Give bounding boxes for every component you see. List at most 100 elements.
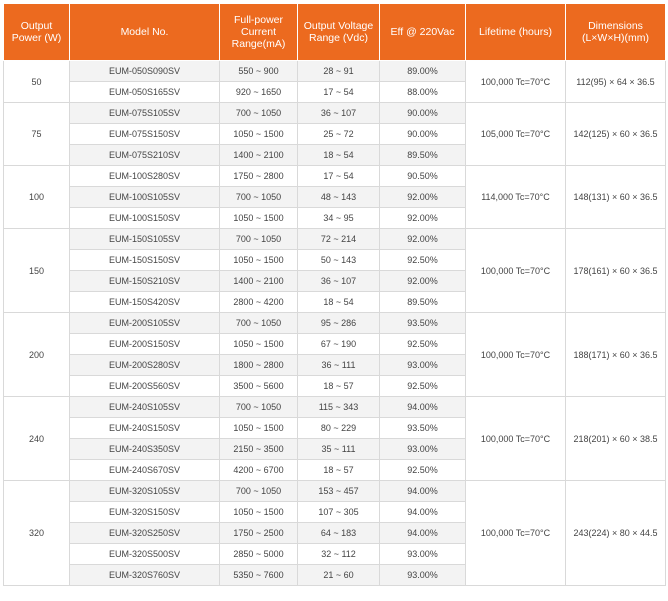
model-cell: EUM-320S250SV (69, 522, 220, 544)
model-cell: EUM-240S350SV (69, 438, 220, 460)
voltage-range-cell: 18 ~ 54 (297, 144, 380, 166)
header-row: Output Power (W) Model No. Full-power Cu… (3, 3, 666, 61)
table-row: 50 EUM-050S090SV 550 ~ 900 28 ~ 91 89.00% 100… (3, 60, 666, 103)
table-row: EUM-320S760SV 5350 ~ 7600 21 ~ 60 93.00% (4, 564, 666, 586)
voltage-range-cell: 18 ~ 57 (297, 375, 380, 397)
dimensions-cell: 178(161) × 60 × 36.5 (565, 228, 666, 313)
model-cell: EUM-050S165SV (69, 81, 220, 103)
model-cell: EUM-320S105SV (69, 480, 220, 502)
voltage-range-cell: 72 ~ 214 (297, 228, 380, 250)
efficiency-cell: 89.00% (379, 60, 466, 82)
current-range-cell: 3500 ~ 5600 (219, 375, 298, 397)
dimensions-cell: 243(224) × 80 × 44.5 (565, 480, 666, 586)
voltage-range-cell: 107 ~ 305 (297, 501, 380, 523)
output-power-cell: 320 (3, 480, 70, 586)
table-row: 100 EUM-100S280SV 1750 ~ 2800 17 ~ 54 90.50%… (3, 165, 666, 229)
voltage-range-cell: 64 ~ 183 (297, 522, 380, 544)
voltage-range-cell: 36 ~ 107 (297, 270, 380, 292)
current-range-cell: 700 ~ 1050 (219, 396, 298, 418)
current-range-cell: 1750 ~ 2800 (219, 165, 298, 187)
lifetime-cell: 100,000 Tc=70°C (465, 228, 566, 313)
voltage-range-cell: 21 ~ 60 (297, 564, 380, 586)
current-range-cell: 920 ~ 1650 (219, 81, 298, 103)
model-cell: EUM-200S105SV (69, 312, 220, 334)
model-cell: EUM-320S760SV (69, 564, 220, 586)
voltage-range-cell: 35 ~ 111 (297, 438, 380, 460)
voltage-range-cell: 95 ~ 286 (297, 312, 380, 334)
output-power-cell: 100 (3, 165, 70, 229)
voltage-range-cell: 18 ~ 57 (297, 459, 380, 481)
lifetime-cell: 105,000 Tc=70°C (465, 102, 566, 166)
header-lifetime: Lifetime (hours) (465, 3, 566, 61)
current-range-cell: 700 ~ 1050 (219, 102, 298, 124)
current-range-cell: 1050 ~ 1500 (219, 417, 298, 439)
model-cell: EUM-150S210SV (69, 270, 220, 292)
voltage-range-cell: 153 ~ 457 (297, 480, 380, 502)
current-range-cell: 700 ~ 1050 (219, 186, 298, 208)
voltage-range-cell: 80 ~ 229 (297, 417, 380, 439)
model-cell: EUM-050S090SV (69, 60, 220, 82)
efficiency-cell: 89.50% (379, 144, 466, 166)
current-range-cell: 2800 ~ 4200 (219, 291, 298, 313)
header-dimensions: Dimensions (L×W×H)(mm) (565, 3, 666, 61)
current-range-cell: 700 ~ 1050 (219, 480, 298, 502)
lifetime-cell: 100,000 Tc=70°C (465, 312, 566, 397)
voltage-range-cell: 25 ~ 72 (297, 123, 380, 145)
current-range-cell: 1800 ~ 2800 (219, 354, 298, 376)
voltage-range-cell: 17 ~ 54 (297, 81, 380, 103)
model-cell: EUM-075S210SV (69, 144, 220, 166)
dimensions-cell: 218(201) × 60 × 38.5 (565, 396, 666, 481)
table-row: EUM-200S280SV 1800 ~ 2800 36 ~ 111 93.00% (4, 354, 666, 376)
model-cell: EUM-150S150SV (69, 249, 220, 271)
table-row: 320 EUM-320S105SV 700 ~ 1050 153 ~ 457 94.00… (3, 480, 666, 586)
header-efficiency: Eff @ 220Vac (379, 3, 466, 61)
model-cell: EUM-100S105SV (69, 186, 220, 208)
current-range-cell: 1050 ~ 1500 (219, 249, 298, 271)
model-cell: EUM-200S280SV (69, 354, 220, 376)
spec-table: Output Power (W) Model No. Full-power Cu… (3, 3, 666, 586)
efficiency-cell: 93.50% (379, 417, 466, 439)
efficiency-cell: 90.50% (379, 165, 466, 187)
efficiency-cell: 92.00% (379, 270, 466, 292)
dimensions-cell: 112(95) × 64 × 36.5 (565, 60, 666, 103)
table-row: 150 EUM-150S105SV 700 ~ 1050 72 ~ 214 92.00%… (3, 228, 666, 313)
current-range-cell: 1750 ~ 2500 (219, 522, 298, 544)
voltage-range-cell: 36 ~ 107 (297, 102, 380, 124)
table-row: 200 EUM-200S105SV 700 ~ 1050 95 ~ 286 93.50%… (3, 312, 666, 397)
model-cell: EUM-320S150SV (69, 501, 220, 523)
efficiency-cell: 92.50% (379, 459, 466, 481)
model-cell: EUM-150S105SV (69, 228, 220, 250)
header-output-power: Output Power (W) (3, 3, 70, 61)
table-row: EUM-150S210SV 1400 ~ 2100 36 ~ 107 92.00% (4, 270, 666, 292)
table-row: 240 EUM-240S105SV 700 ~ 1050 115 ~ 343 94.00… (3, 396, 666, 481)
lifetime-cell: 114,000 Tc=70°C (465, 165, 566, 229)
table-row: EUM-240S350SV 2150 ~ 3500 35 ~ 111 93.00% (4, 438, 666, 460)
efficiency-cell: 88.00% (379, 81, 466, 103)
model-cell: EUM-075S150SV (69, 123, 220, 145)
efficiency-cell: 94.00% (379, 501, 466, 523)
model-cell: EUM-200S150SV (69, 333, 220, 355)
model-cell: EUM-240S670SV (69, 459, 220, 481)
efficiency-cell: 92.00% (379, 186, 466, 208)
table-row: EUM-100S150SV 1050 ~ 1500 34 ~ 95 92.00% (4, 207, 666, 229)
header-voltage-range: Output Voltage Range (Vdc) (297, 3, 380, 61)
output-power-cell: 75 (3, 102, 70, 166)
current-range-cell: 2850 ~ 5000 (219, 543, 298, 565)
model-cell: EUM-240S105SV (69, 396, 220, 418)
current-range-cell: 700 ~ 1050 (219, 312, 298, 334)
efficiency-cell: 93.00% (379, 564, 466, 586)
output-power-cell: 200 (3, 312, 70, 397)
current-range-cell: 700 ~ 1050 (219, 228, 298, 250)
current-range-cell: 1400 ~ 2100 (219, 144, 298, 166)
table-row: EUM-100S105SV 700 ~ 1050 48 ~ 143 92.00% (4, 186, 666, 208)
efficiency-cell: 92.00% (379, 207, 466, 229)
efficiency-cell: 89.50% (379, 291, 466, 313)
table-row: 75 EUM-075S105SV 700 ~ 1050 36 ~ 107 90.00% 1… (3, 102, 666, 166)
voltage-range-cell: 36 ~ 111 (297, 354, 380, 376)
voltage-range-cell: 18 ~ 54 (297, 291, 380, 313)
voltage-range-cell: 48 ~ 143 (297, 186, 380, 208)
efficiency-cell: 92.50% (379, 333, 466, 355)
table-row: EUM-320S150SV 1050 ~ 1500 107 ~ 305 94.00% (4, 501, 666, 523)
lifetime-cell: 100,000 Tc=70°C (465, 396, 566, 481)
efficiency-cell: 93.00% (379, 438, 466, 460)
